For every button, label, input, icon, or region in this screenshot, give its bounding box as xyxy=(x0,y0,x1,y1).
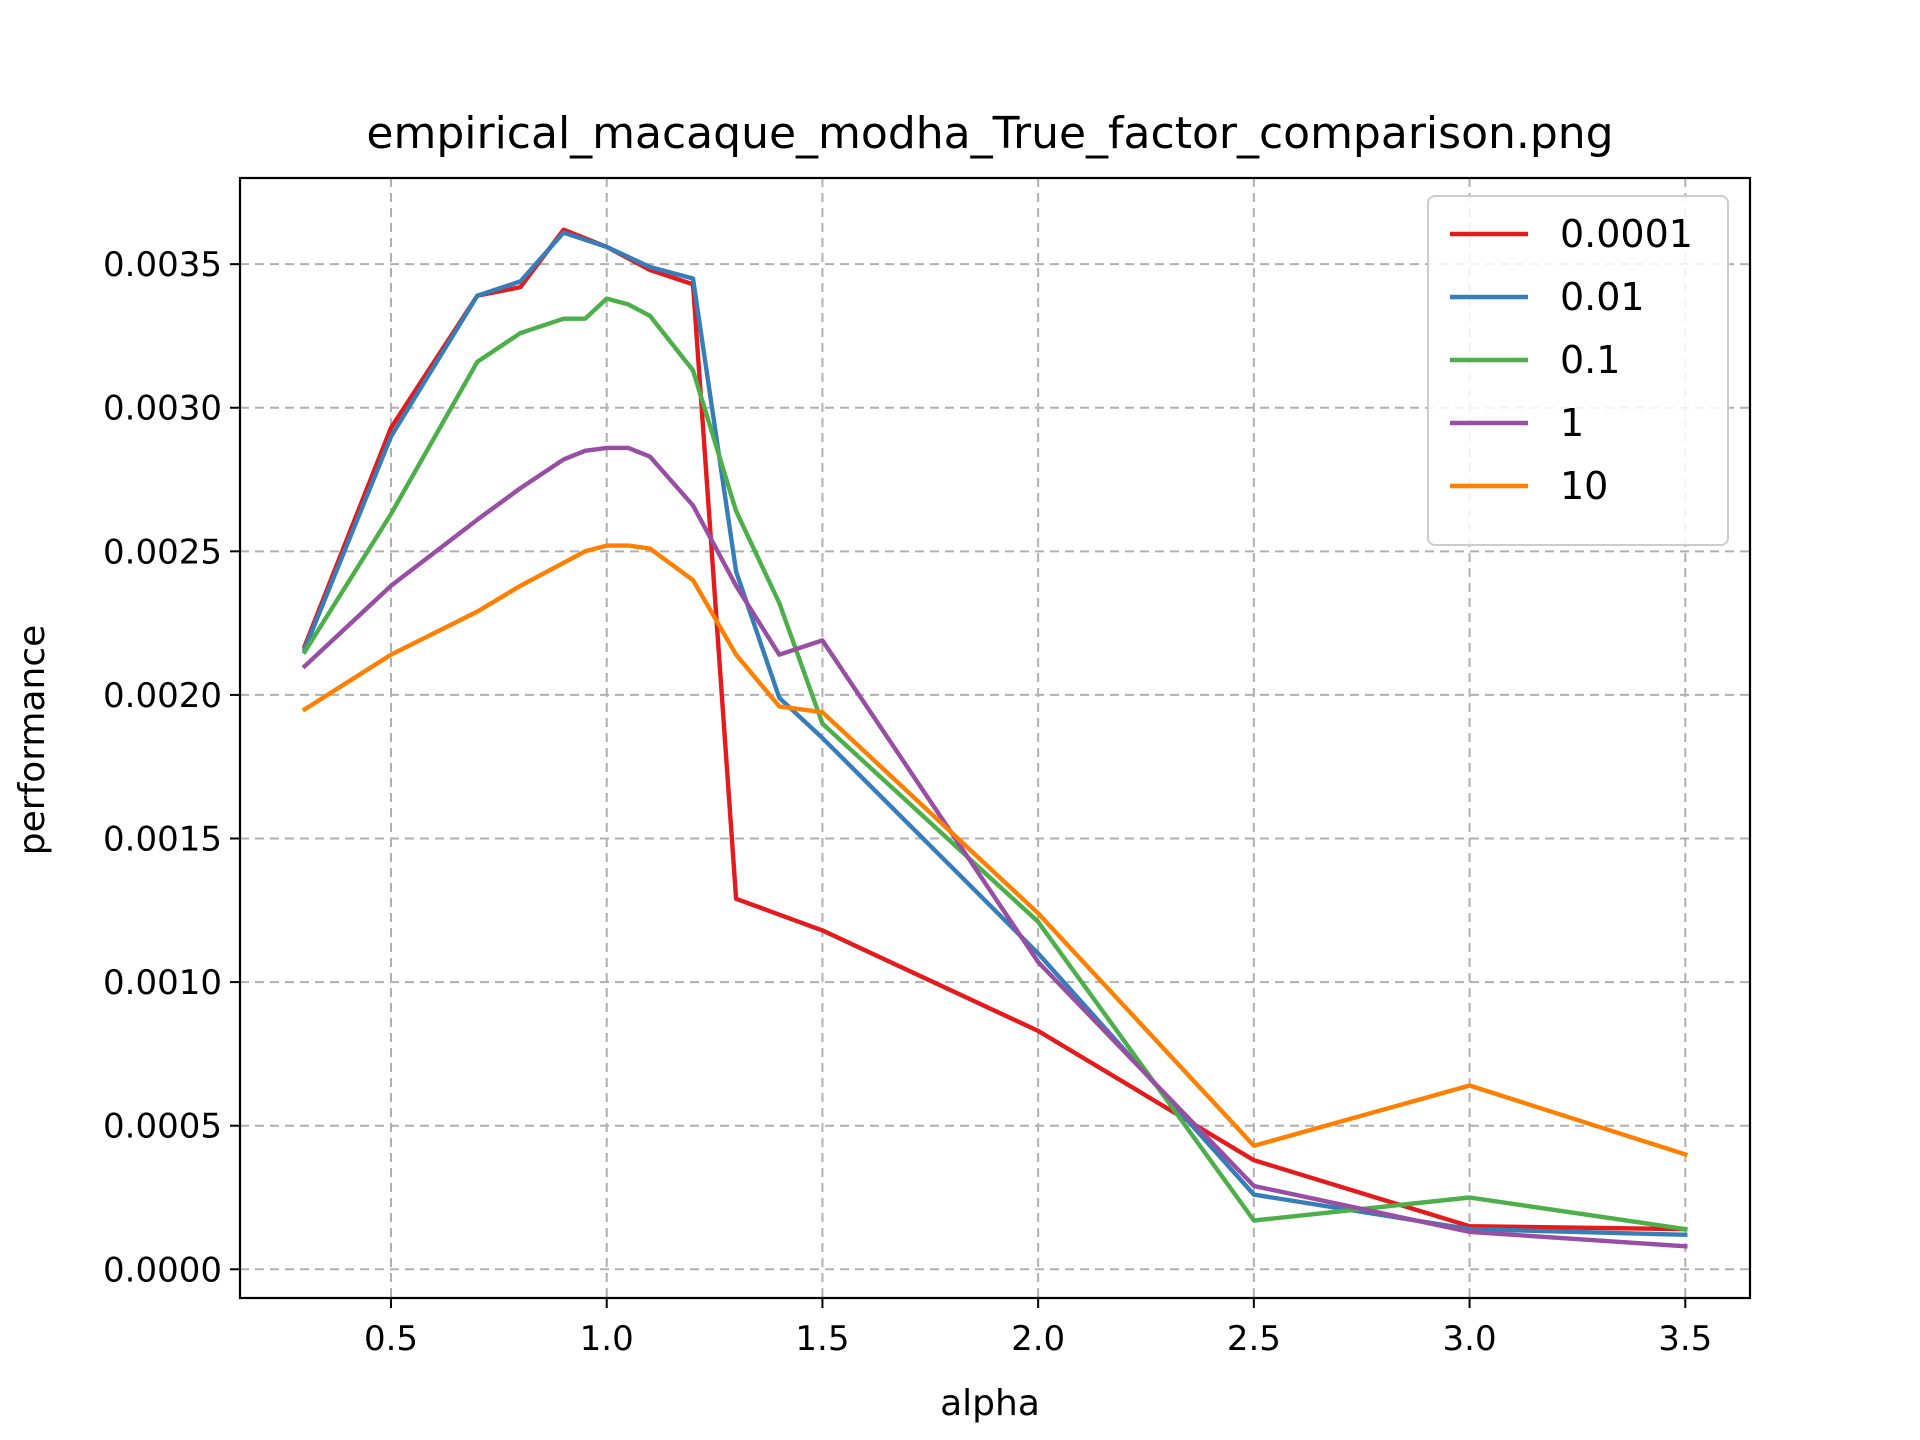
legend-entry-label: 10 xyxy=(1560,464,1608,508)
y-tick-label: 0.0005 xyxy=(103,1107,222,1147)
legend-box xyxy=(1427,195,1729,546)
x-tick-label: 1.5 xyxy=(795,1319,849,1359)
x-axis-ticks: 0.5 1.0 1.5 2.0 2.5 3.0 3.5 xyxy=(364,1298,1712,1359)
series-line-1 xyxy=(301,445,1688,1249)
legend-entry-label: 0.01 xyxy=(1560,275,1645,319)
y-axis-label: performance xyxy=(12,625,53,856)
plot-frame xyxy=(238,176,1752,1300)
series-layer xyxy=(301,227,1689,1249)
y-tick-label: 0.0015 xyxy=(103,820,222,860)
x-tick-label: 2.0 xyxy=(1011,1319,1065,1359)
chart-title: empirical_macaque_modha_True_factor_comp… xyxy=(366,108,1613,159)
series-line-0.1 xyxy=(301,296,1688,1232)
y-axis-ticks: 0.0000 0.0005 0.0010 0.0015 0.0020 0.0025 0.00… xyxy=(103,245,240,1290)
legend: 0.0001 0.01 0.1 1 10 xyxy=(1427,195,1729,546)
series-line-10 xyxy=(301,543,1689,1158)
legend-entry-label: 0.0001 xyxy=(1560,212,1693,256)
y-tick-label: 0.0025 xyxy=(103,532,222,572)
y-tick-label: 0.0010 xyxy=(103,963,222,1003)
legend-entry-label: 0.1 xyxy=(1560,338,1620,382)
y-tick-label: 0.0000 xyxy=(103,1250,222,1290)
y-tick-label: 0.0035 xyxy=(103,245,222,285)
x-axis-label: alpha xyxy=(940,1383,1040,1424)
x-tick-label: 1.0 xyxy=(580,1319,634,1359)
x-tick-label: 3.0 xyxy=(1443,1319,1497,1359)
legend-entry-label: 1 xyxy=(1560,401,1584,445)
x-tick-label: 3.5 xyxy=(1658,1319,1712,1359)
x-tick-label: 0.5 xyxy=(364,1319,418,1359)
x-tick-label: 2.5 xyxy=(1227,1319,1281,1359)
y-tick-label: 0.0030 xyxy=(103,389,222,429)
y-tick-label: 0.0020 xyxy=(103,676,222,716)
